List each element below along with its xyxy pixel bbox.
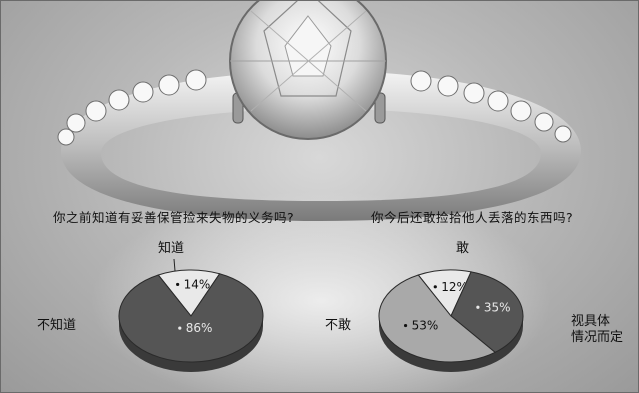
pie-chart-left: 14% 86%: [118, 269, 264, 372]
pie-label-dot: [433, 285, 437, 289]
label-depends-line-1: 视具体: [571, 314, 611, 329]
pie-percent-label: 14%: [184, 277, 211, 291]
pie-percent-label: 12%: [441, 280, 468, 294]
pie-percent-label: 35%: [484, 300, 511, 314]
label-depends-line-2: 情况而定: [571, 330, 624, 345]
pie-percent-label: 53%: [412, 319, 439, 333]
diamond: [229, 1, 387, 140]
question-right-title: 你今后还敢捡拾他人丢落的东西吗?: [371, 210, 574, 225]
pie-slice-1: [118, 273, 264, 363]
pie-slice-2: [378, 274, 497, 363]
pie-percent-label: 86%: [186, 321, 213, 335]
label-dare: 敢: [456, 241, 470, 256]
pie-slice-1: [450, 271, 524, 353]
ring-band: [61, 71, 581, 221]
pie-label-dot: [476, 305, 480, 309]
pie-slice-0: [157, 269, 221, 317]
pie-label-dot: [403, 323, 408, 328]
pie-label-dot: [176, 282, 180, 287]
pave-stones: [57, 69, 572, 146]
pie-chart-right: 12% 35% 53%: [378, 269, 524, 372]
label-depends: 视具体 情况而定: [571, 314, 623, 346]
label-dont-know: 不知道: [37, 318, 77, 333]
pie-label-dot: [178, 326, 182, 330]
label-know: 知道: [158, 241, 185, 256]
leader-line-know: [173, 258, 176, 272]
question-left-title: 你之前知道有妥善保管捡来失物的义务吗?: [53, 210, 295, 225]
label-dare-not: 不敢: [325, 318, 352, 333]
